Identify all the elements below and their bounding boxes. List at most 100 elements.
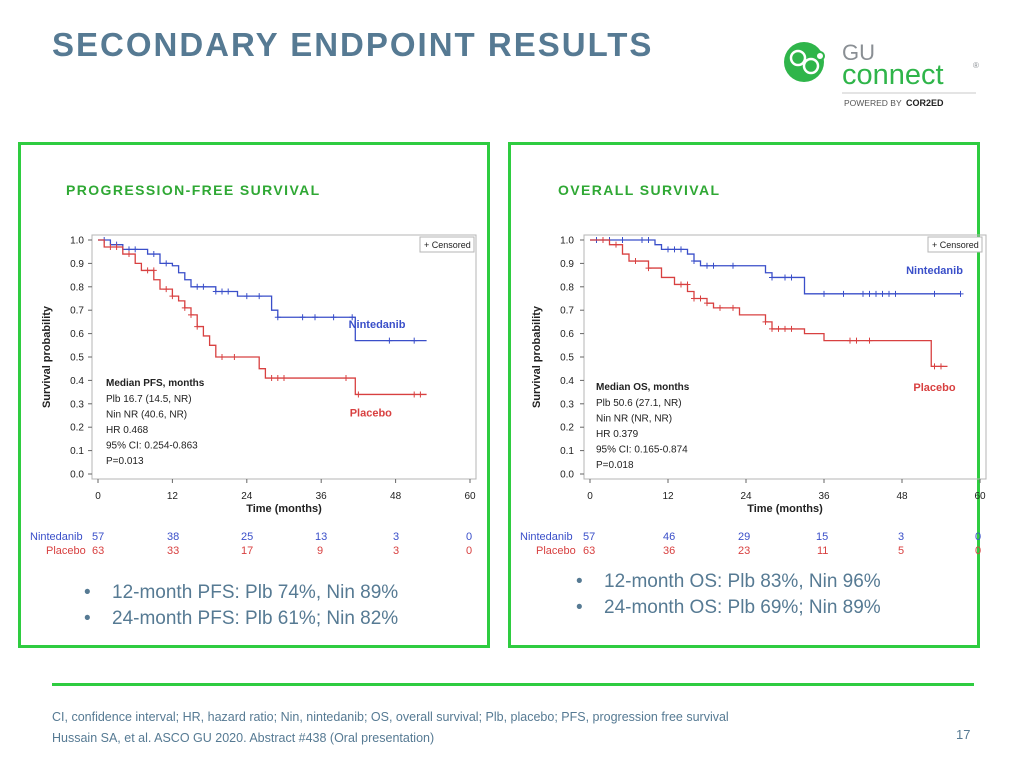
censor-mark [411, 337, 418, 344]
logo-gu: GU [842, 40, 875, 65]
y-tick-label: 0.5 [70, 353, 84, 364]
censor-mark [782, 274, 788, 281]
y-axis-title: Survival probability [41, 305, 53, 408]
annotation-line: Plb 16.7 (14.5, NR) [106, 394, 192, 405]
y-tick-label: 0.4 [70, 376, 84, 387]
pfs-panel [18, 142, 490, 648]
censor-mark [710, 262, 717, 269]
annotation-line: Plb 50.6 (27.1, NR) [596, 398, 682, 409]
bullet-item: 12-month PFS: Plb 74%, Nin 89% [82, 580, 398, 606]
censor-mark [645, 265, 652, 272]
y-tick-label: 0.5 [560, 353, 574, 364]
censor-mark [632, 258, 639, 265]
censor-mark [704, 262, 710, 269]
x-tick-label: 36 [818, 491, 830, 502]
y-tick-label: 0.2 [70, 423, 84, 434]
logo-connect: connect [842, 59, 944, 91]
bullet-item: 12-month OS: Plb 83%, Nin 96% [574, 569, 881, 595]
censor-mark [775, 325, 782, 332]
censor-mark [788, 325, 795, 332]
y-tick-label: 0.0 [560, 470, 574, 481]
risk-row-label: Nintedanib [30, 531, 83, 543]
censor-mark [150, 251, 157, 258]
censor-mark [417, 391, 424, 398]
risk-row-label: Nintedanib [520, 531, 573, 543]
annotation-line: HR 0.468 [106, 425, 149, 436]
km-curve-nintedanib [98, 239, 427, 342]
x-tick-label: 12 [167, 491, 179, 502]
km-curve-placebo [590, 239, 948, 368]
censor-mark [299, 314, 306, 321]
x-tick-label: 24 [241, 491, 253, 502]
censor-mark [411, 391, 418, 398]
risk-cell: 29 [738, 531, 751, 543]
y-tick-label: 0.6 [70, 329, 84, 340]
km-curve-nintedanib [590, 239, 961, 295]
censor-mark [194, 283, 201, 290]
censor-mark [678, 281, 684, 288]
legend-label: + Censored [424, 240, 471, 250]
censor-mark [256, 293, 263, 300]
risk-cell: 38 [167, 531, 180, 543]
x-axis-title: Time (months) [246, 503, 322, 515]
risk-cell: 23 [738, 545, 751, 557]
censor-mark [782, 325, 788, 332]
risk-cell: 0 [975, 545, 982, 557]
series-label-placebo: Placebo [350, 408, 392, 420]
y-tick-label: 1.0 [70, 236, 84, 247]
y-tick-label: 0.9 [560, 259, 574, 270]
censor-mark [613, 241, 619, 248]
annotation-heading: Median OS, months [596, 382, 690, 393]
x-tick-label: 24 [740, 491, 752, 502]
series-label-nintedanib: Nintedanib [349, 319, 406, 331]
censor-mark [931, 363, 938, 370]
risk-row-label: Placebo [536, 545, 576, 557]
bullet-item: 24-month OS: Plb 69%; Nin 89% [574, 595, 881, 621]
censor-mark [691, 295, 697, 302]
censor-mark [717, 304, 723, 311]
y-tick-label: 1.0 [560, 236, 574, 247]
y-tick-label: 0.0 [70, 470, 84, 481]
censor-mark [769, 325, 775, 332]
censor-mark [132, 246, 139, 253]
censor-mark [873, 290, 879, 297]
censor-mark [892, 290, 899, 297]
bullet-item: 24-month PFS: Plb 61%; Nin 82% [82, 606, 398, 632]
censor-mark [665, 246, 671, 253]
censor-mark [343, 375, 349, 382]
y-tick-label: 0.1 [70, 446, 84, 457]
risk-cell: 3 [393, 545, 400, 557]
footer-divider [52, 683, 974, 686]
risk-cell: 11 [817, 545, 829, 557]
risk-cell: 3 [898, 531, 905, 543]
y-tick-label: 0.4 [560, 376, 574, 387]
risk-cell: 0 [975, 531, 982, 543]
annotation-line: HR 0.379 [596, 429, 639, 440]
censor-mark [879, 290, 886, 297]
censor-mark [821, 290, 827, 297]
censor-mark [274, 375, 281, 382]
censor-mark [645, 237, 652, 243]
censor-mark [219, 288, 225, 295]
x-tick-label: 48 [390, 491, 402, 502]
risk-row-label: Placebo [46, 545, 86, 557]
risk-cell: 63 [583, 545, 596, 557]
y-tick-label: 0.8 [560, 282, 574, 293]
y-tick-label: 0.2 [560, 423, 574, 434]
risk-cell: 36 [663, 545, 676, 557]
pfs-bullets: 12-month PFS: Plb 74%, Nin 89% 24-month … [82, 580, 398, 632]
x-axis-title: Time (months) [747, 503, 823, 515]
os-panel [508, 142, 980, 648]
censor-mark [678, 246, 684, 253]
series-label-nintedanib: Nintedanib [906, 265, 963, 277]
censor-mark [600, 237, 606, 243]
x-tick-label: 60 [974, 491, 986, 502]
censor-mark [150, 267, 157, 274]
annotation-line: Nin NR (NR, NR) [596, 414, 672, 425]
censor-mark [938, 363, 944, 370]
censor-mark [853, 337, 860, 344]
logo-registered: ® [973, 61, 979, 70]
censor-mark [866, 290, 873, 297]
censor-mark [163, 286, 170, 293]
